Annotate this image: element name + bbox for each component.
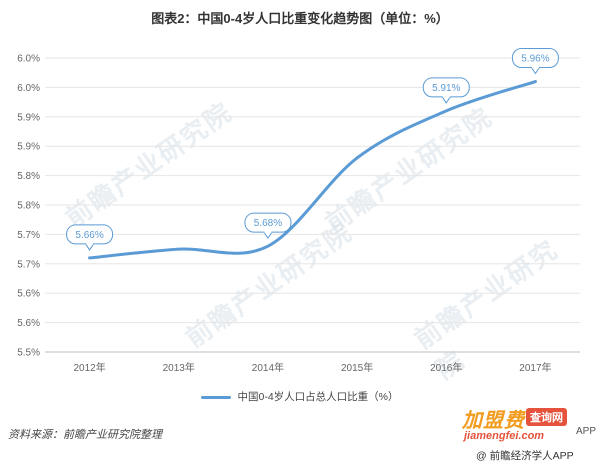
x-tick-label: 2016年 [430, 361, 462, 374]
y-tick-label: 5.9% [17, 142, 40, 153]
x-tick-label: 2014年 [252, 361, 284, 374]
data-label-pointer [531, 67, 540, 75]
y-tick-label: 6.0% [17, 54, 40, 65]
series-line [88, 80, 537, 260]
data-label-pointer [85, 243, 94, 251]
site-logo: 加盟费 查询网 jiamengfei.com APP [458, 404, 598, 450]
source-note: 资料来源：前瞻产业研究院整理 [8, 429, 162, 441]
data-label: 5.68% [254, 218, 282, 229]
y-tick-label: 5.6% [17, 289, 40, 300]
data-label: 5.96% [521, 54, 549, 65]
logo-app-suffix: APP [576, 426, 597, 437]
y-tick-label: 5.7% [17, 230, 40, 241]
y-tick-label: 5.7% [17, 259, 40, 270]
data-label: 5.66% [75, 230, 103, 241]
data-label: 5.91% [432, 83, 460, 94]
y-tick-label: 5.5% [17, 348, 40, 359]
x-tick-label: 2017年 [519, 361, 551, 374]
chart-title: 图表2：中国0-4岁人口比重变化趋势图（单位：%） [151, 11, 449, 26]
y-tick-label: 6.0% [17, 83, 40, 94]
legend-label: 中国0-4岁人口占总人口比重（%） [237, 391, 399, 403]
x-tick-label: 2012年 [73, 361, 105, 374]
footer-brand: @ 前瞻经济学人APP [476, 450, 574, 462]
logo-main-text: 加盟费 [462, 410, 525, 432]
legend: 中国0-4岁人口占总人口比重（%） [0, 389, 600, 404]
x-tick-label: 2015年 [341, 361, 373, 374]
x-tick-label: 2013年 [163, 361, 195, 374]
data-label-pointer [441, 96, 451, 104]
y-tick-label: 5.9% [17, 112, 40, 123]
legend-swatch [201, 395, 232, 399]
y-tick-label: 5.6% [17, 318, 40, 329]
logo-chip-text: 查询网 [526, 408, 567, 426]
y-tick-label: 5.8% [17, 201, 40, 212]
y-tick-label: 5.8% [17, 171, 40, 182]
logo-url-text: jiamengfei.com [464, 430, 545, 442]
data-label-pointer [263, 231, 273, 240]
